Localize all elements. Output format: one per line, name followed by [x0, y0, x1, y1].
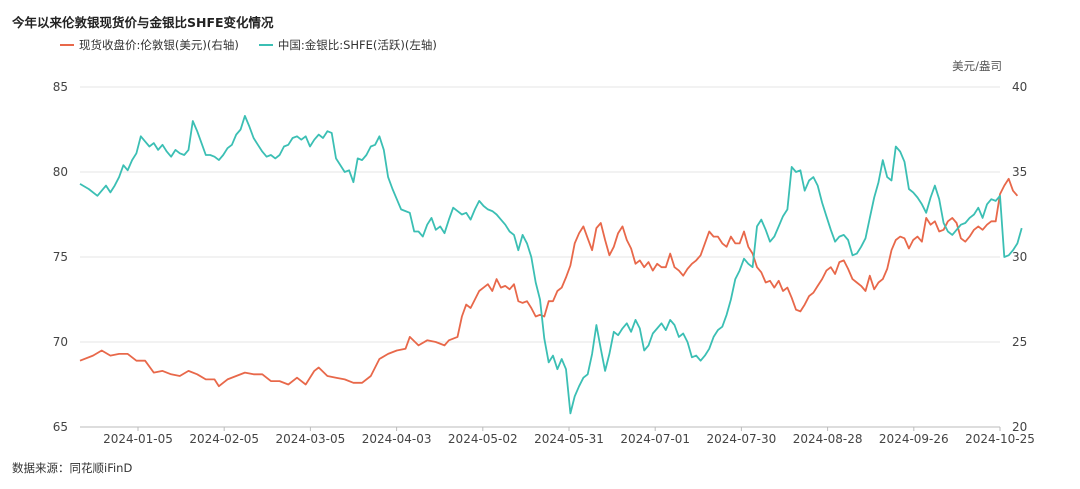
series-lines: [79, 115, 1023, 415]
legend-item-gold-silver-ratio[interactable]: 中国:金银比:SHFE(活跃)(左轴): [258, 37, 437, 53]
x-tick-label: 2024-05-02: [448, 432, 518, 446]
left-axis-ticks: 65 70 75 80 85: [53, 80, 68, 434]
data-source-note: 数据来源：同花顺iFinD: [12, 461, 133, 475]
right-tick-label: 35: [1012, 165, 1027, 179]
x-tick-label: 2024-01-05: [103, 432, 173, 446]
right-tick-label: 40: [1012, 80, 1027, 94]
x-tick-label: 2024-02-05: [189, 432, 259, 446]
x-tick-label: 2024-10-25: [965, 432, 1035, 446]
right-tick-label: 25: [1012, 335, 1027, 349]
left-tick-label: 85: [53, 80, 68, 94]
x-tick-label: 2024-08-28: [793, 432, 863, 446]
legend-label-silver-price: 现货收盘价:伦敦银(美元)(右轴): [79, 38, 239, 52]
left-tick-label: 70: [53, 335, 68, 349]
x-axis-ticks: 2024-01-05 2024-02-05 2024-03-05 2024-04-03…: [103, 427, 1035, 446]
x-tick-label: 2024-03-05: [276, 432, 346, 446]
gold-silver-ratio-line: [79, 115, 1023, 415]
left-tick-label: 80: [53, 165, 68, 179]
gridlines: [80, 86, 1000, 428]
x-tick-label: 2024-04-03: [362, 432, 432, 446]
right-axis-unit: 美元/盎司: [952, 59, 1002, 73]
right-tick-label: 30: [1012, 250, 1027, 264]
left-tick-label: 65: [53, 420, 68, 434]
x-tick-label: 2024-09-26: [879, 432, 949, 446]
x-tick-label: 2024-07-01: [620, 432, 690, 446]
chart-legend: 现货收盘价:伦敦银(美元)(右轴) 中国:金银比:SHFE(活跃)(左轴): [60, 37, 437, 53]
right-axis-ticks: 20 25 30 35 40: [1012, 80, 1027, 434]
legend-swatch-gold-silver-ratio: [258, 44, 273, 46]
legend-swatch-silver-price: [60, 44, 74, 46]
x-tick-label: 2024-05-31: [534, 432, 604, 446]
x-tick-label: 2024-07-30: [707, 432, 777, 446]
right-tick-label: 20: [1012, 420, 1027, 434]
silver-price-line: [79, 177, 1019, 388]
legend-item-silver-price[interactable]: 现货收盘价:伦敦银(美元)(右轴): [60, 37, 239, 53]
left-tick-label: 75: [53, 250, 68, 264]
chart-title: 今年以来伦敦银现货价与金银比SHFE变化情况: [12, 15, 274, 30]
legend-label-gold-silver-ratio: 中国:金银比:SHFE(活跃)(左轴): [277, 38, 437, 52]
